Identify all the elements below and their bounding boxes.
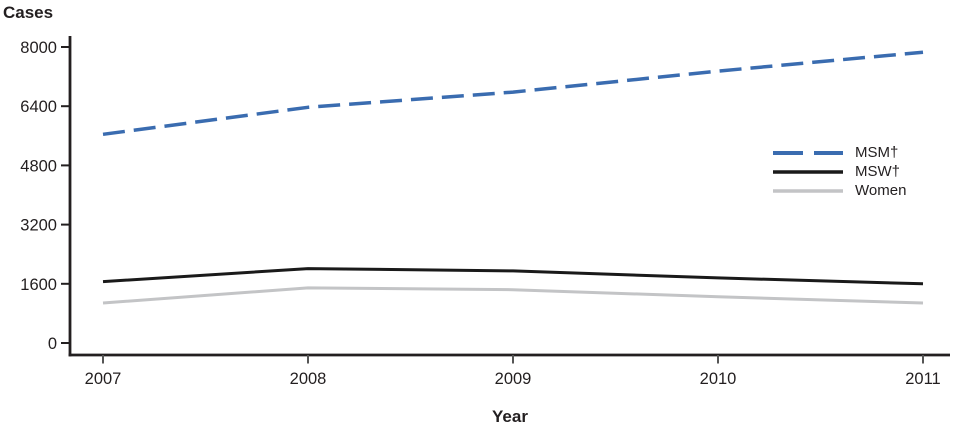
- legend-label-women: Women: [855, 182, 907, 199]
- legend-item-msm: MSM†: [773, 145, 906, 160]
- x-tick-label: 2011: [905, 370, 940, 388]
- y-tick-label: 3200: [20, 217, 57, 235]
- legend-swatch-msw-icon: [773, 169, 843, 174]
- y-tick-label: 6400: [20, 98, 57, 116]
- legend-item-women: Women: [773, 183, 906, 198]
- x-tick-label: 2010: [700, 370, 737, 388]
- y-axis-title: Cases: [3, 3, 54, 22]
- legend-item-msw: MSW†: [773, 164, 906, 179]
- legend: MSM† MSW† Women: [773, 145, 906, 198]
- legend-swatch-msm-icon: [773, 150, 843, 155]
- y-tick-label: 8000: [20, 39, 57, 57]
- series-line-0: [102, 50, 924, 137]
- legend-label-msw: MSW†: [855, 163, 900, 180]
- legend-label-msm: MSM†: [855, 144, 899, 161]
- x-axis-title: Year: [492, 407, 528, 426]
- series-line-1: [102, 267, 924, 286]
- x-tick-label: 2009: [495, 370, 532, 388]
- y-tick-label: 4800: [20, 157, 57, 175]
- series-line-2: [102, 286, 924, 305]
- legend-swatch-women-icon: [773, 188, 843, 193]
- x-tick-label: 2007: [85, 370, 122, 388]
- y-tick-label: 1600: [20, 276, 57, 294]
- x-tick-label: 2008: [290, 370, 327, 388]
- y-tick-label: 0: [48, 335, 57, 353]
